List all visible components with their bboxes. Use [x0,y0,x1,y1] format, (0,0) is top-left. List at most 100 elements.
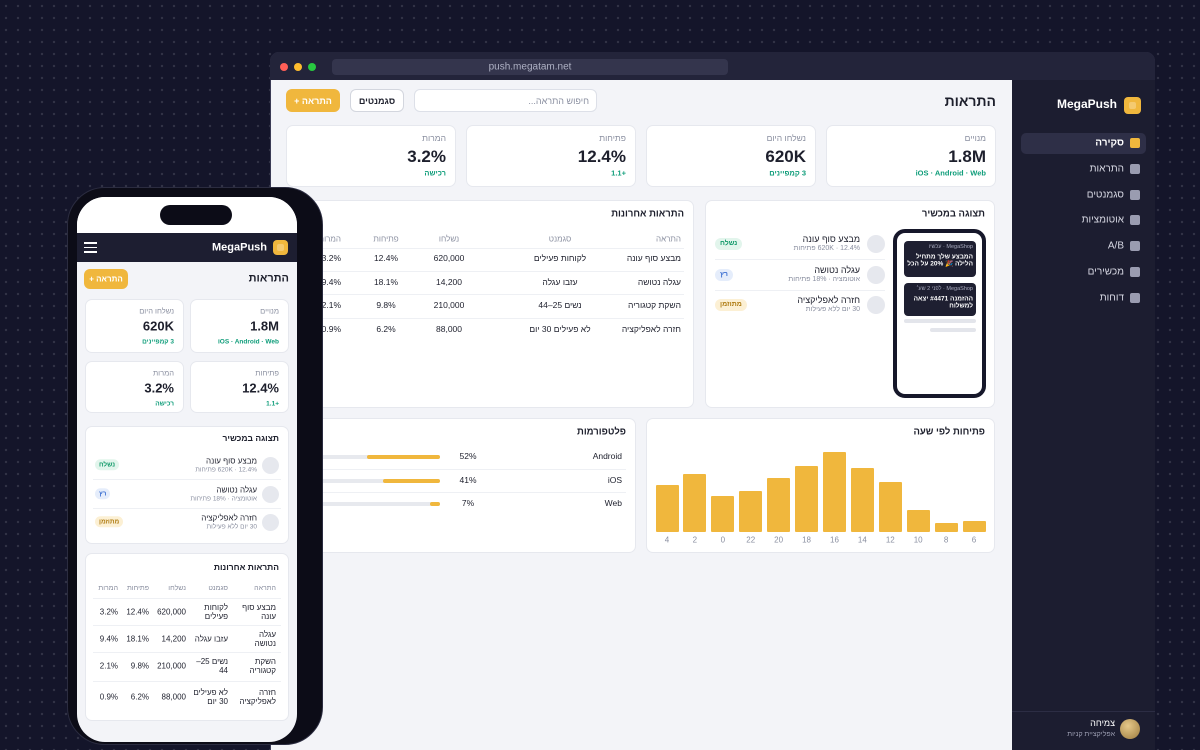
item-meta: 30 יום ללא פעילות [206,523,257,531]
bar [711,496,735,532]
new-button-label[interactable]: + התראה [89,274,123,284]
stat-label: המרות [422,133,446,144]
item-avatar [262,485,279,503]
dynamic-island [160,205,232,225]
nav-item[interactable]: סגמנטים [1086,188,1124,200]
brand-icon [1124,97,1141,114]
new-button-label[interactable]: + התראה [294,95,332,106]
stat-note: 3 קמפיינים [142,338,174,346]
row-divider [300,270,684,272]
bar [795,466,819,532]
table-cell: 9.8% [130,661,149,671]
segments-button-label[interactable]: סגמנטים [358,95,396,106]
notification-text: המבצע שלך מתחיל הלילה 🎉 20% על הכל [907,253,973,268]
status-badge: נשלח [95,459,120,471]
bar [683,474,707,532]
item-meta: 620K · 12.4% פתיחות [195,466,257,474]
x-tick-label: 4 [664,535,670,545]
stat-card [85,299,184,353]
table-cell: חזרה לאפליקציה [621,323,681,334]
bar [850,468,874,532]
bar [655,485,679,532]
table-cell: לקוחות פעילים [204,602,228,621]
nav-item[interactable]: מכשירים [1087,266,1124,278]
platform-name: iOS [607,474,622,485]
item-meta: 30 יום ללא פעילות [805,305,860,313]
bar [739,491,763,532]
page-title: התראות [248,272,289,285]
card-title: תצוגה במכשיר [222,433,279,444]
menu-icon-line [84,251,97,253]
card-title: פלטפורמות [577,426,626,438]
table-cell: 2.1% [321,300,341,311]
stat-note: 3 קמפיינים [769,168,806,178]
platform-name: Web [604,498,622,509]
stat-label: המרות [152,368,174,378]
column-header: התראה [254,584,276,592]
stat-card [466,125,636,187]
x-tick-label: 12 [885,535,895,545]
table-cell: מבצע סוף עונה [242,602,276,621]
nav-active[interactable] [1021,133,1146,154]
bar-track [300,502,440,506]
platforms-card [286,418,636,553]
table-cell: מבצע סוף עונה [626,253,681,264]
stat-card [286,125,456,187]
bar [430,502,440,506]
item-name: חזרה לאפליקציה [797,294,860,305]
placeholder-line [930,328,976,332]
url: push.megatam.net [488,61,572,73]
table-cell: השקת קטגוריה [249,656,276,675]
nav-item[interactable]: A/B [1107,240,1124,252]
segments-button[interactable] [350,89,404,112]
brand-icon [273,240,288,255]
column-header: סגמנט [548,234,572,244]
table-cell: 210,000 [433,300,465,311]
menu-icon-line [84,242,97,244]
stat-value: 620K [765,147,806,167]
stat-value: 12.4% [577,147,626,167]
card-title: פתיחות לפי שעה [913,426,985,438]
new-button[interactable] [286,89,340,112]
x-tick-label: 10 [913,535,923,545]
new-button[interactable] [84,269,128,289]
table-cell: 0.9% [99,692,118,702]
table-cell: 18.1% [373,276,399,287]
status-badge: רץ [95,487,111,500]
notification-app: MegaShop · לפני 2 שע׳ [916,285,973,292]
table-cell: 6.2% [376,323,396,334]
item-avatar [262,514,279,531]
window-dot [308,63,316,71]
stat-note: iOS · Android · Web [217,338,279,346]
nav-item[interactable]: דוחות [1099,292,1124,304]
sidebar-divider [1012,711,1155,712]
search-box[interactable] [414,89,597,112]
stat-value: 1.8M [250,318,279,334]
row-divider [93,598,281,599]
item-avatar [867,235,885,253]
item-avatar [867,265,885,284]
window-dot [294,63,302,71]
x-tick-label: 18 [802,535,811,545]
row-divider [300,317,684,319]
nav-item[interactable]: אוטומציות [1081,214,1124,226]
table-cell: 12.4% [126,607,149,617]
platform-value: 41% [459,474,477,485]
table-cell: 18.1% [126,634,149,644]
table-cell: 620,000 [433,253,465,264]
table-cell: 0.9% [321,323,341,334]
stat-value: 3.2% [407,147,446,167]
nav-icon [1130,267,1140,277]
sidebar [1012,80,1155,750]
item-meta: 620K · 12.4% פתיחות [793,244,860,252]
nav-item[interactable]: התראות [1089,163,1124,175]
nav-item[interactable]: סקירה [1095,137,1124,149]
item-avatar [262,457,279,474]
stat-note: רכישה [424,168,446,178]
column-header: פתיחות [373,234,399,244]
stat-value: 620K [142,318,174,334]
notification [904,241,976,277]
nav-icon [1130,241,1140,252]
column-header: המרות [98,584,118,592]
item-name: חזרה לאפליקציה [201,513,257,523]
